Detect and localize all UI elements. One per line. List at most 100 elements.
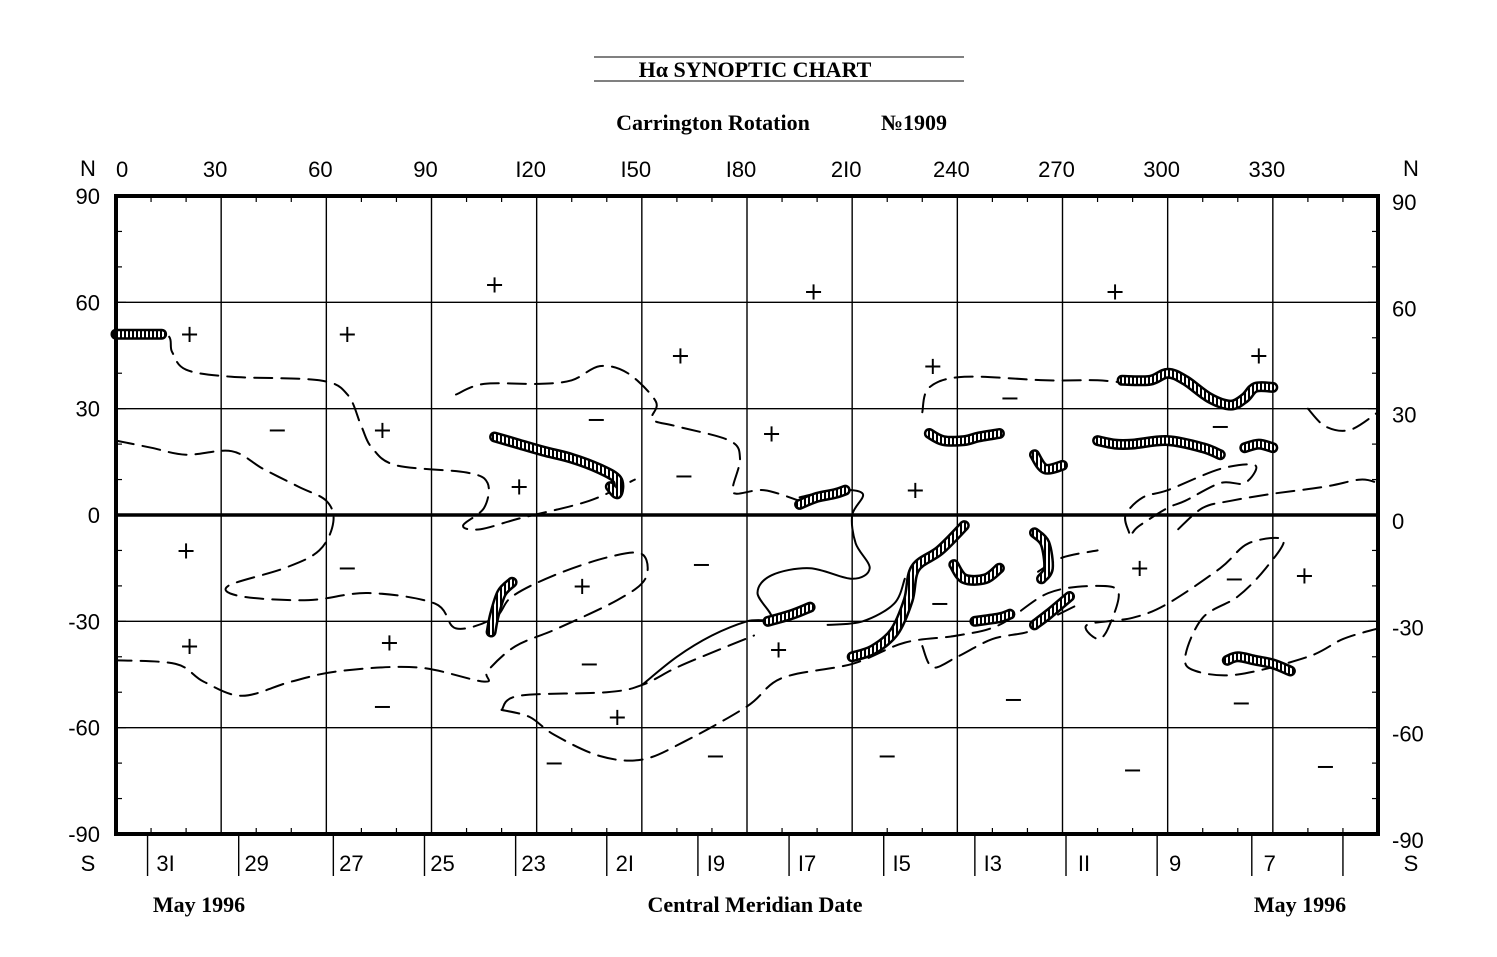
date-tick-label: 9 [1169, 851, 1181, 876]
polarity-plus: + [372, 416, 392, 444]
date-tick-label: I5 [893, 851, 911, 876]
polarity-plus: + [607, 703, 627, 731]
date-tick-label: I3 [984, 851, 1002, 876]
lon-tick-label: 30 [203, 157, 227, 182]
lat-tick-label-right: -90 [1392, 828, 1424, 853]
filaments [110, 328, 1296, 677]
chart-title: Hα SYNOPTIC CHART [639, 57, 872, 82]
polarity-plus: + [572, 572, 592, 600]
plot-frame [114, 194, 1380, 836]
neutral-line [921, 375, 1134, 414]
filament [971, 611, 1013, 625]
filament [1224, 653, 1294, 674]
filament [1031, 451, 1066, 473]
filament [1119, 370, 1276, 409]
filament [491, 434, 622, 497]
date-tick-label: 23 [521, 851, 545, 876]
polarity-minus: − [674, 462, 694, 490]
polarity-plus: + [1130, 554, 1150, 582]
polarity-minus: − [705, 742, 725, 770]
polarity-plus: + [1105, 278, 1125, 306]
filament [1031, 593, 1073, 628]
polarity-minus: − [930, 590, 950, 618]
longitude-tick-labels: 0 30 60 90 I20 I50 I80 2I0 240 270 300 330 [116, 157, 1285, 182]
polarity-minus: − [586, 405, 606, 433]
polarity-minus: − [691, 551, 711, 579]
polarity-minus: − [1000, 384, 1020, 412]
lon-tick-label: 60 [308, 157, 332, 182]
polarity-plus: + [1294, 561, 1314, 589]
polarity-minus: − [1003, 685, 1023, 713]
date-tick-label: 3I [156, 851, 174, 876]
date-tick-label: 27 [339, 851, 363, 876]
lon-tick-label: 300 [1143, 157, 1180, 182]
polarity-minus: − [1315, 753, 1335, 781]
polarity-minus: − [372, 692, 392, 720]
right-date-label: May 1996 [1254, 892, 1346, 917]
corner-label-south-right: S [1404, 851, 1419, 876]
corner-label-north-left: N [80, 156, 96, 181]
polarity-plus: + [509, 473, 529, 501]
neutral-line [640, 488, 871, 687]
date-tick-label: I7 [798, 851, 816, 876]
polarity-minus: − [1123, 756, 1143, 784]
date-tick-label: I9 [707, 851, 725, 876]
polarity-plus: + [180, 320, 200, 348]
polarity-minus: − [544, 749, 564, 777]
corner-label-north-right: N [1403, 156, 1419, 181]
lon-tick-label: 330 [1248, 157, 1285, 182]
filament [950, 561, 1003, 584]
grid [116, 196, 1378, 834]
neutral-line [455, 364, 801, 502]
lat-tick-label-left: 60 [76, 290, 100, 315]
polarity-plus: + [804, 278, 824, 306]
lat-tick-label-right: -30 [1392, 615, 1424, 640]
lat-tick-label-right: 60 [1392, 296, 1416, 321]
lat-tick-label-left: 30 [76, 397, 100, 422]
neutral-line [500, 634, 755, 711]
polarity-plus: + [923, 352, 943, 380]
neutral-line [1306, 407, 1379, 432]
lat-tick-label-left: 0 [88, 503, 100, 528]
lat-tick-label-right: 0 [1392, 509, 1404, 534]
polarity-plus: + [180, 632, 200, 660]
lat-tick-label-right: -60 [1392, 722, 1424, 747]
polarity-plus: + [485, 271, 505, 299]
polarity-plus: + [768, 636, 788, 664]
date-tick-label: 7 [1264, 851, 1276, 876]
polarity-minus: − [1210, 412, 1230, 440]
polarity-minus: − [579, 650, 599, 678]
polarity-minus: − [267, 416, 287, 444]
filament [1241, 441, 1276, 451]
polarity-minus: − [877, 742, 897, 770]
filament [849, 522, 968, 660]
neutral-line [500, 536, 1379, 762]
left-date-label: May 1996 [153, 892, 245, 917]
lon-tick-label: 240 [933, 157, 970, 182]
polarity-plus: + [761, 419, 781, 447]
filament [926, 430, 1003, 445]
lon-tick-label: 90 [413, 157, 437, 182]
lon-tick-label: I50 [621, 157, 652, 182]
lat-tick-label-right: 30 [1392, 403, 1416, 428]
latitude-tick-labels-left: 90 60 30 0 -30 -60 -90 [68, 184, 100, 847]
polarity-marks: + + ++ ++ +++ ++ ++++ ++ + ++− −−−−− −−−−− − −− − −− − [176, 271, 1335, 785]
lat-tick-label-left: -30 [68, 609, 100, 634]
lat-tick-label-right: 90 [1392, 190, 1416, 215]
polarity-plus: + [176, 536, 196, 564]
lon-tick-label: 270 [1038, 157, 1075, 182]
lon-tick-label: 2I0 [831, 157, 862, 182]
lat-tick-label-left: 90 [76, 184, 100, 209]
rotation-label: Carrington Rotation [616, 110, 810, 135]
lat-tick-label-left: -60 [68, 716, 100, 741]
filament [765, 604, 814, 625]
polarity-minus: − [1231, 689, 1251, 717]
filament [796, 487, 849, 508]
neutral-line [826, 577, 906, 626]
date-tick-label: 25 [430, 851, 454, 876]
date-tick-label: 29 [244, 851, 268, 876]
neutral-line [1177, 478, 1379, 531]
filament [1031, 529, 1052, 582]
date-tick-label: 2I [616, 851, 634, 876]
